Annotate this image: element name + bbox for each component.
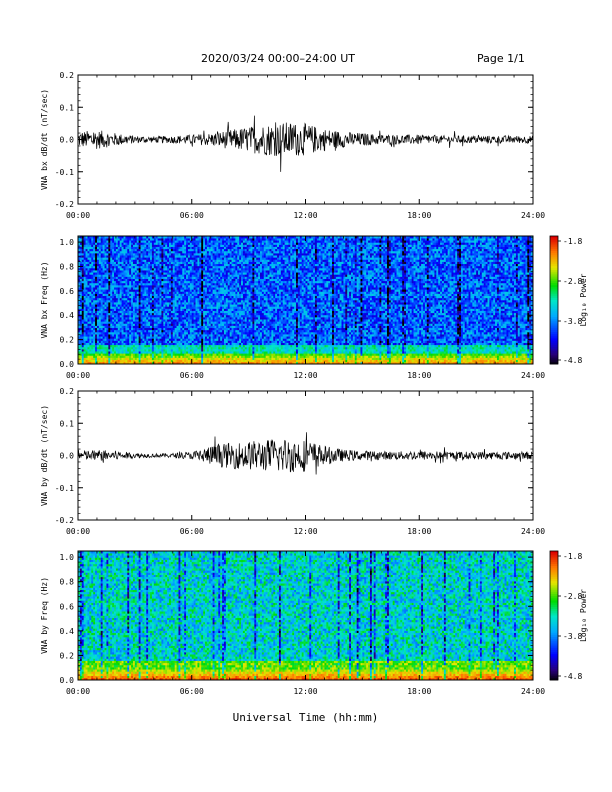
y-tick-label: 0.0 (60, 452, 75, 461)
y-tick-label: 1.0 (60, 553, 75, 562)
chart-panel-3: 00:00 06:00 12:00 18:00 24:00 -0.2 -0.1 0.0 0.1 0… (40, 387, 545, 536)
colorbar-tick-label: -4.8 (563, 672, 582, 681)
chart-panel-1: 00:00 06:00 12:00 18:00 24:00 -0.2 -0.1 0.0 0.1 0… (40, 71, 545, 220)
colorbar-tick-label: -4.8 (563, 356, 582, 365)
x-tick-label: 06:00 (180, 371, 204, 380)
y-tick-label: -0.1 (55, 484, 74, 493)
y-tick-label: 0.2 (60, 651, 75, 660)
x-tick-label: 00:00 (66, 527, 90, 536)
x-tick-label: 24:00 (521, 211, 545, 220)
y-tick-label: 0.6 (60, 602, 75, 611)
x-tick-label: 18:00 (407, 211, 431, 220)
colorbar-label: Log₁₀ Power (579, 589, 588, 642)
y-tick-label: -0.2 (55, 516, 74, 525)
x-tick-label: 18:00 (407, 527, 431, 536)
x-tick-label: 12:00 (293, 527, 317, 536)
y-tick-label: 0.4 (60, 311, 75, 320)
y-tick-label: -0.2 (55, 200, 74, 209)
x-tick-label: 00:00 (66, 371, 90, 380)
y-axis-label: VNA bx dB/dt (nT/sec) (40, 89, 49, 190)
x-tick-label: 06:00 (180, 527, 204, 536)
y-tick-label: -0.1 (55, 168, 74, 177)
y-tick-label: 0.2 (60, 71, 75, 80)
y-tick-label: 0.4 (60, 627, 75, 636)
x-tick-label: 12:00 (293, 687, 317, 696)
colorbar-tick-label: -1.8 (563, 552, 582, 561)
colorbar-tick-label: -1.8 (563, 237, 582, 246)
x-tick-label: 24:00 (521, 687, 545, 696)
x-tick-label: 18:00 (407, 687, 431, 696)
x-axis-label: Universal Time (hh:mm) (233, 711, 379, 724)
y-tick-label: 0.0 (60, 136, 75, 145)
waveform-trace (78, 432, 533, 474)
x-tick-label: 12:00 (293, 211, 317, 220)
colorbar-label: Log₁₀ Power (579, 273, 588, 326)
y-axis-label: VNA by dB/dt (nT/sec) (40, 405, 49, 506)
y-tick-label: 0.1 (60, 419, 75, 428)
x-tick-label: 00:00 (66, 687, 90, 696)
x-tick-label: 00:00 (66, 211, 90, 220)
y-tick-label: 0.8 (60, 578, 75, 587)
y-tick-label: 0.2 (60, 336, 75, 345)
x-tick-label: 06:00 (180, 687, 204, 696)
x-tick-label: 12:00 (293, 371, 317, 380)
y-tick-label: 0.2 (60, 387, 75, 396)
y-axis-label: VNA by Freq (Hz) (40, 577, 49, 654)
x-tick-label: 24:00 (521, 371, 545, 380)
y-tick-label: 0.0 (60, 676, 75, 685)
waveform-trace (78, 116, 533, 172)
y-tick-label: 0.0 (60, 360, 75, 369)
x-tick-label: 18:00 (407, 371, 431, 380)
x-tick-label: 24:00 (521, 527, 545, 536)
x-tick-label: 06:00 (180, 211, 204, 220)
y-tick-label: 0.6 (60, 287, 75, 296)
y-tick-label: 0.8 (60, 262, 75, 271)
y-axis-label: VNA bx Freq (Hz) (40, 261, 49, 338)
y-tick-label: 0.1 (60, 103, 75, 112)
y-tick-label: 1.0 (60, 238, 75, 247)
